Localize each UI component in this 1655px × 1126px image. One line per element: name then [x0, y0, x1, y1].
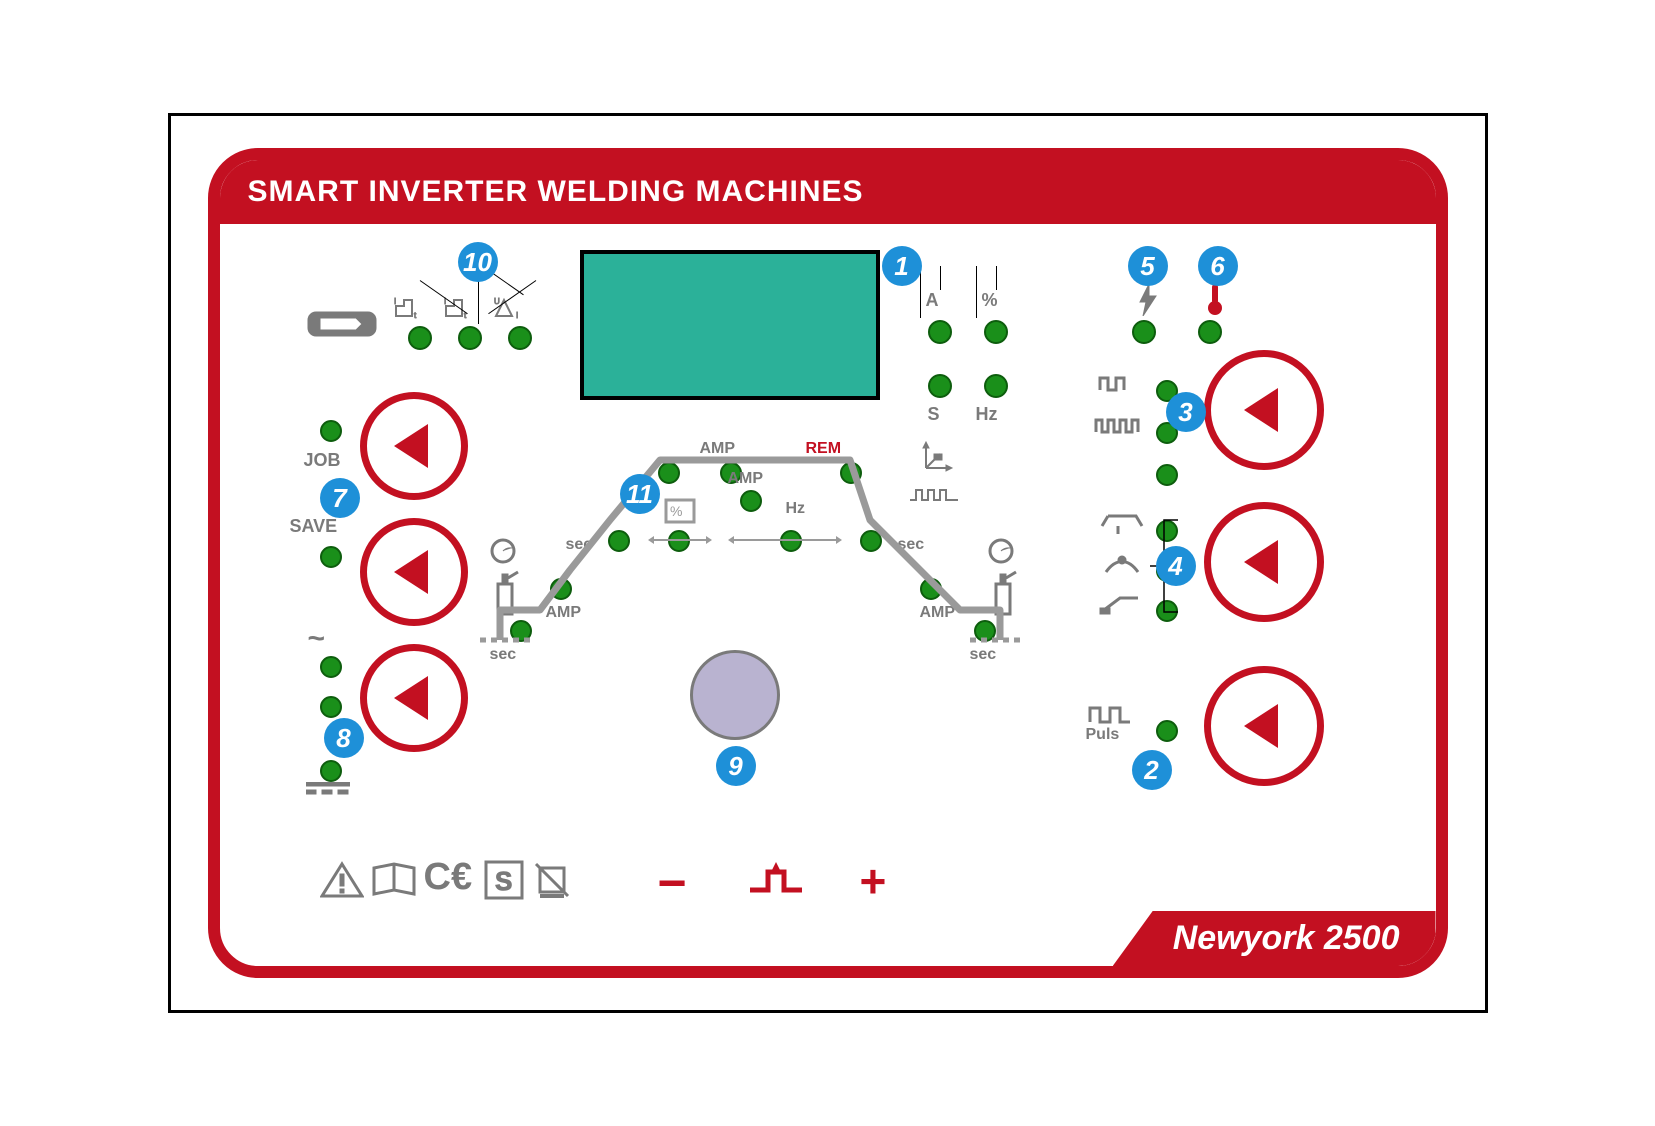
save-label: SAVE	[290, 516, 338, 537]
nav-button-1[interactable]	[360, 518, 468, 626]
control-panel: SMART INVERTER WELDING MACHINES It It UI…	[208, 148, 1448, 978]
svg-text:t: t	[414, 311, 417, 320]
mode-2t-icon	[1098, 372, 1144, 394]
led-unit-5	[1198, 320, 1222, 344]
weee-icon	[532, 860, 572, 900]
led-left-4	[320, 760, 342, 782]
callout-7: 7	[320, 478, 360, 518]
svg-text:I: I	[516, 311, 518, 320]
led-unit-1	[984, 320, 1008, 344]
unit-Hz: Hz	[976, 404, 998, 425]
unit-S: S	[928, 404, 940, 425]
thermometer-icon	[1206, 282, 1224, 316]
led-top-1	[458, 326, 482, 350]
tilde-label: ~	[308, 622, 326, 656]
nav-button-4[interactable]	[1204, 502, 1324, 622]
unit-A: A	[926, 290, 939, 311]
nav-button-5[interactable]	[1204, 666, 1324, 786]
s-mark-icon: S	[484, 860, 524, 900]
manual-icon	[370, 860, 418, 900]
callout-10: 10	[458, 242, 498, 282]
svg-text:S: S	[495, 866, 512, 896]
job-label: JOB	[304, 450, 341, 471]
minus-label: −	[658, 854, 687, 912]
led-top-0	[408, 326, 432, 350]
led-unit-3	[984, 374, 1008, 398]
callout-2: 2	[1132, 750, 1172, 790]
nav-button-3[interactable]	[1204, 350, 1324, 470]
led-left-1	[320, 546, 342, 568]
weld-curve: %	[480, 440, 1020, 660]
plus-label: +	[860, 854, 887, 908]
callout-1: 1	[882, 246, 922, 286]
led-mode-6	[1156, 720, 1178, 742]
mode-mma-icon	[1098, 592, 1144, 616]
callout-8: 8	[324, 718, 364, 758]
curve-icon-1: It	[394, 294, 430, 320]
ce-mark: C€	[424, 856, 473, 899]
header-title: SMART INVERTER WELDING MACHINES	[248, 175, 864, 209]
callout-6: 6	[1198, 246, 1238, 286]
mode-tig-icon	[1098, 512, 1144, 536]
led-unit-0	[928, 320, 952, 344]
unit-pct: %	[982, 290, 998, 311]
lcd-display	[580, 250, 880, 400]
led-left-3	[320, 696, 342, 718]
led-left-0	[320, 420, 342, 442]
callout-9: 9	[716, 746, 756, 786]
led-left-2	[320, 656, 342, 678]
led-top-2	[508, 326, 532, 350]
lightning-icon	[1138, 284, 1158, 316]
mode-4t-icon	[1094, 414, 1146, 436]
nav-button-0[interactable]	[360, 392, 468, 500]
led-unit-4	[1132, 320, 1156, 344]
led-unit-2	[928, 374, 952, 398]
curve-icon-2: It	[444, 294, 480, 320]
mode-lift-icon	[1098, 552, 1144, 576]
nav-button-2[interactable]	[360, 644, 468, 752]
led-mode-2	[1156, 464, 1178, 486]
callout-4: 4	[1156, 546, 1196, 586]
brand-label: Newyork 2500	[1113, 911, 1436, 966]
warning-icon	[320, 860, 364, 900]
polarity-step-icon	[748, 860, 804, 896]
puls-label: Puls	[1086, 726, 1120, 744]
svg-text:%: %	[670, 503, 682, 519]
header-bar: SMART INVERTER WELDING MACHINES	[220, 160, 1436, 224]
outer-frame: SMART INVERTER WELDING MACHINES It It UI…	[168, 113, 1488, 1013]
callout-3: 3	[1166, 392, 1206, 432]
encoder-knob[interactable]	[690, 650, 780, 740]
svg-text:I: I	[394, 297, 396, 306]
torch-icon	[306, 304, 378, 344]
callout-11: 11	[620, 474, 660, 514]
callout-5: 5	[1128, 246, 1168, 286]
dc-icon	[306, 782, 350, 796]
pulse-icon	[1088, 704, 1130, 726]
